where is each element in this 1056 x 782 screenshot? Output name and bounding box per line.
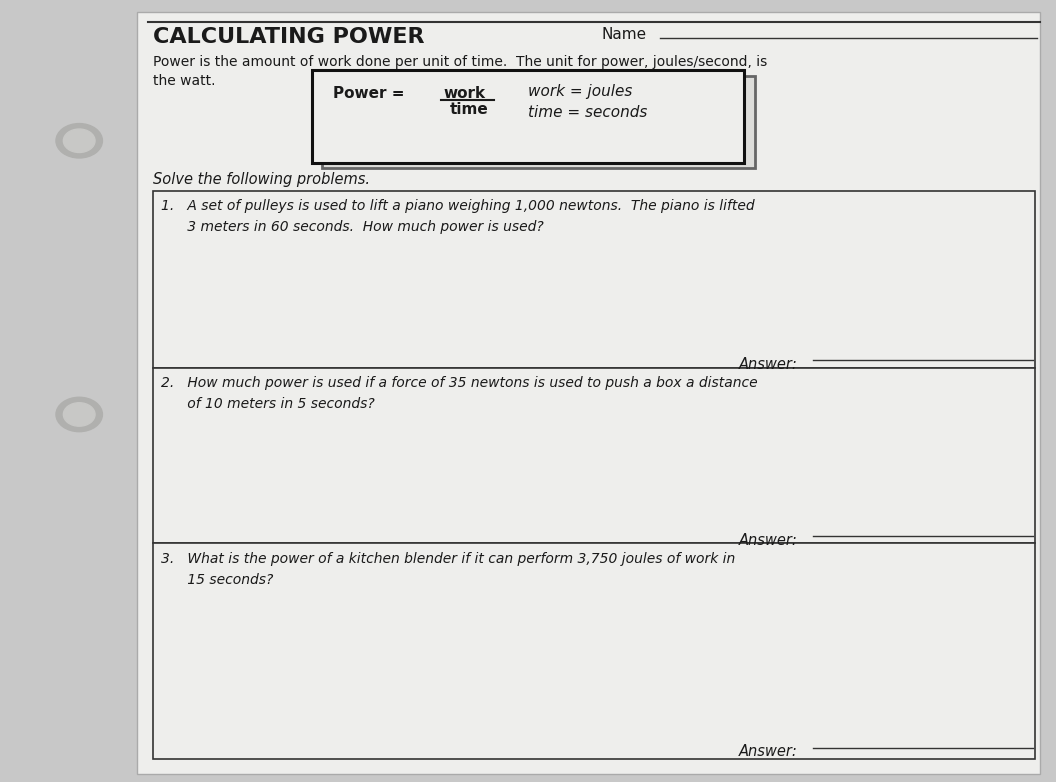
Text: time = seconds: time = seconds bbox=[528, 105, 647, 120]
FancyBboxPatch shape bbox=[153, 368, 1035, 543]
FancyBboxPatch shape bbox=[153, 191, 1035, 368]
Text: Name: Name bbox=[602, 27, 647, 42]
Text: Answer:: Answer: bbox=[739, 357, 798, 372]
FancyBboxPatch shape bbox=[312, 70, 744, 163]
Text: time: time bbox=[450, 102, 489, 117]
Text: 1.   A set of pulleys is used to lift a piano weighing 1,000 newtons.  The piano: 1. A set of pulleys is used to lift a pi… bbox=[161, 199, 754, 234]
Text: Answer:: Answer: bbox=[739, 533, 798, 548]
Circle shape bbox=[56, 124, 102, 158]
FancyBboxPatch shape bbox=[153, 543, 1035, 759]
Text: Solve the following problems.: Solve the following problems. bbox=[153, 172, 370, 187]
Text: Power =: Power = bbox=[333, 86, 410, 101]
Text: 2.   How much power is used if a force of 35 newtons is used to push a box a dis: 2. How much power is used if a force of … bbox=[161, 376, 757, 411]
Circle shape bbox=[63, 403, 95, 426]
Text: work: work bbox=[444, 86, 486, 101]
FancyBboxPatch shape bbox=[137, 12, 1040, 774]
Circle shape bbox=[63, 129, 95, 152]
Text: work = joules: work = joules bbox=[528, 84, 633, 99]
Text: CALCULATING POWER: CALCULATING POWER bbox=[153, 27, 425, 48]
Text: Answer:: Answer: bbox=[739, 744, 798, 759]
FancyBboxPatch shape bbox=[322, 76, 755, 168]
Text: Power is the amount of work done per unit of time.  The unit for power, joules/s: Power is the amount of work done per uni… bbox=[153, 55, 768, 88]
Circle shape bbox=[56, 397, 102, 432]
Text: 3.   What is the power of a kitchen blender if it can perform 3,750 joules of wo: 3. What is the power of a kitchen blende… bbox=[161, 552, 735, 586]
